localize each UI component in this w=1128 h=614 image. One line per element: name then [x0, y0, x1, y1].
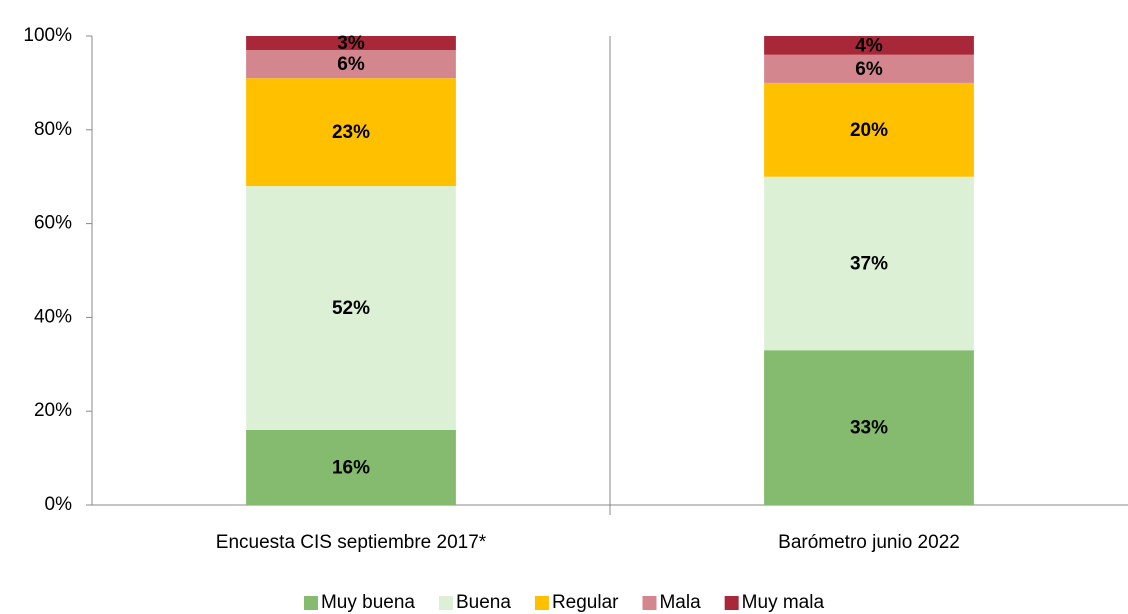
value-label: 33%	[850, 418, 888, 439]
x-tick-label: Encuesta CIS septiembre 2017*	[216, 532, 487, 553]
bar-segment	[764, 82, 974, 177]
legend-label: Buena	[456, 592, 511, 613]
bar-segment	[764, 350, 974, 505]
value-label: 6%	[337, 54, 365, 75]
x-tick-label: Barómetro junio 2022	[778, 532, 960, 553]
value-label: 52%	[332, 298, 370, 319]
value-label: 20%	[850, 120, 888, 141]
bar-segment	[246, 50, 456, 79]
value-label: 4%	[855, 35, 883, 56]
y-tick-label: 20%	[34, 400, 72, 421]
value-label: 6%	[855, 59, 883, 80]
legend-swatch	[724, 596, 739, 610]
bar-segment	[246, 186, 456, 430]
legend-label: Mala	[659, 592, 701, 613]
bar-segment	[246, 78, 456, 187]
legend-label: Regular	[552, 592, 619, 613]
value-label: 16%	[332, 457, 370, 478]
value-label: 37%	[850, 253, 888, 274]
legend-swatch	[534, 596, 549, 610]
legend-swatch	[642, 596, 657, 610]
y-tick-label: 100%	[23, 25, 72, 46]
legend-swatch	[303, 596, 318, 610]
bar-segment	[764, 36, 974, 55]
y-tick-label: 40%	[34, 306, 72, 327]
y-tick-label: 80%	[34, 119, 72, 140]
bar-segment	[764, 54, 974, 83]
bar-segment	[246, 36, 456, 51]
bar-segment	[764, 176, 974, 351]
y-tick-label: 60%	[34, 213, 72, 234]
y-tick-label: 0%	[45, 494, 73, 515]
legend-swatch	[438, 596, 453, 610]
bar-segment	[246, 429, 456, 505]
legend-label: Muy buena	[321, 592, 415, 613]
value-label: 3%	[337, 33, 365, 54]
legend-label: Muy mala	[742, 592, 825, 613]
value-label: 23%	[332, 122, 370, 143]
